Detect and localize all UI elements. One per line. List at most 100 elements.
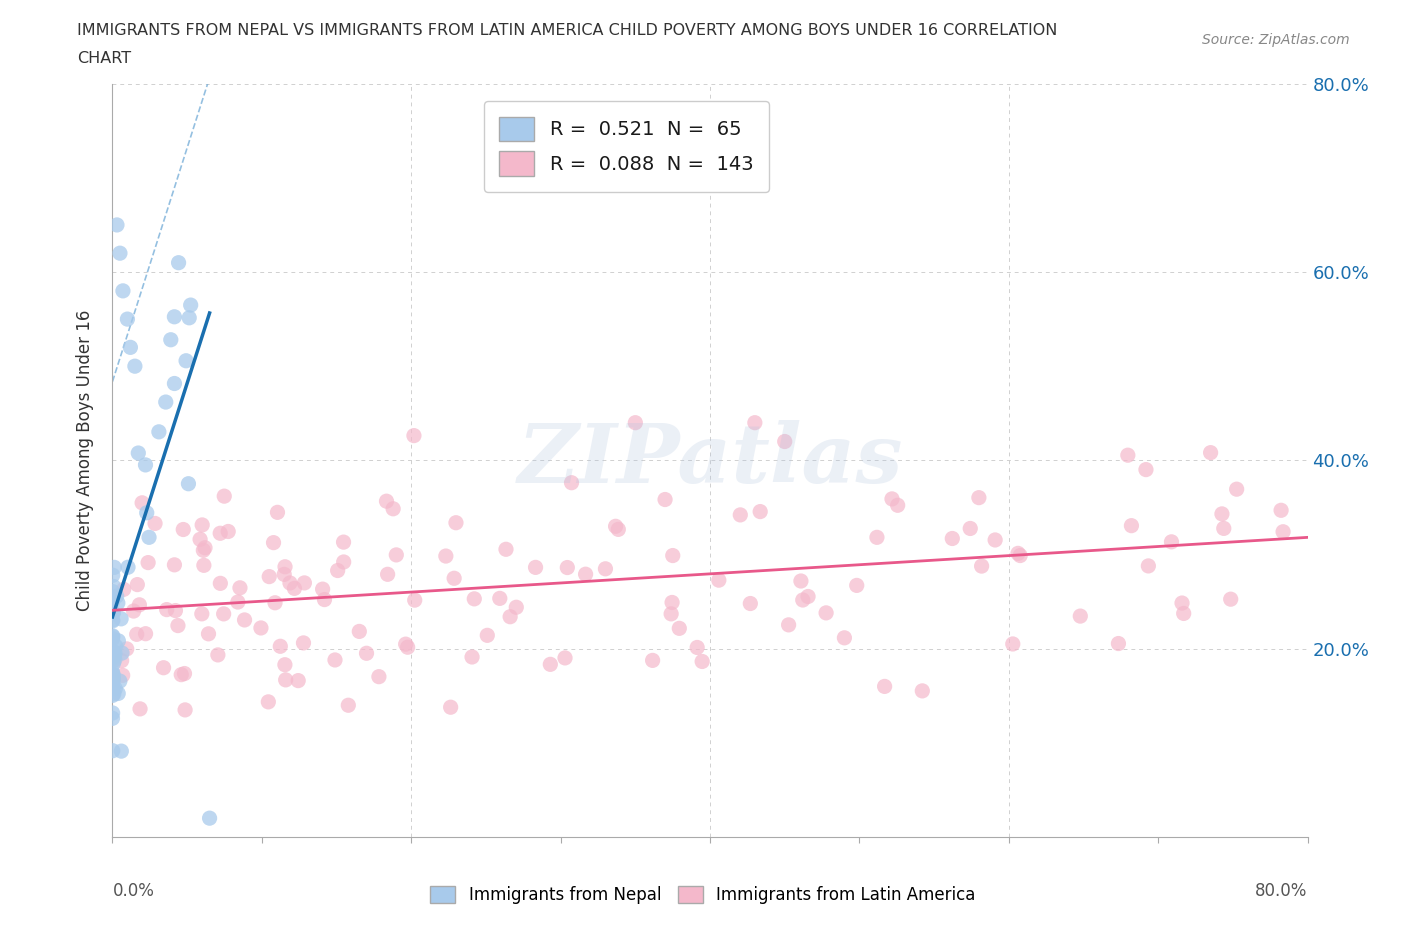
Point	[135, 505, 157, 520]
Point	[167, 618, 190, 633]
Point	[198, 811, 221, 826]
Point	[661, 595, 683, 610]
Legend: Immigrants from Nepal, Immigrants from Latin America: Immigrants from Nepal, Immigrants from L…	[422, 878, 984, 912]
Point	[264, 595, 287, 610]
Point	[396, 640, 419, 655]
Point	[125, 627, 148, 642]
Point	[217, 524, 239, 538]
Point	[1121, 518, 1143, 533]
Point	[866, 530, 889, 545]
Point	[103, 668, 125, 683]
Point	[970, 559, 993, 574]
Point	[111, 653, 134, 668]
Point	[148, 424, 170, 439]
Point	[377, 567, 399, 582]
Point	[686, 640, 709, 655]
Point	[607, 522, 630, 537]
Point	[136, 555, 159, 570]
Point	[101, 592, 124, 607]
Point	[101, 631, 124, 646]
Point	[402, 428, 425, 443]
Y-axis label: Child Poverty Among Boys Under 16: Child Poverty Among Boys Under 16	[76, 310, 94, 611]
Point	[179, 311, 201, 325]
Point	[250, 620, 273, 635]
Point	[505, 600, 527, 615]
Point	[101, 649, 124, 664]
Point	[107, 633, 129, 648]
Text: Source: ZipAtlas.com: Source: ZipAtlas.com	[1202, 33, 1350, 46]
Point	[135, 626, 157, 641]
Point	[690, 654, 713, 669]
Point	[1211, 507, 1233, 522]
Point	[110, 611, 132, 626]
Point	[107, 595, 129, 610]
Point	[880, 491, 903, 506]
Point	[104, 652, 127, 667]
Point	[105, 589, 128, 604]
Point	[1226, 482, 1249, 497]
Point	[641, 653, 664, 668]
Point	[209, 576, 232, 591]
Point	[395, 637, 418, 652]
Point	[152, 660, 174, 675]
Point	[274, 672, 297, 687]
Point	[1116, 447, 1139, 462]
Point	[984, 533, 1007, 548]
Point	[101, 711, 124, 725]
Point	[101, 706, 124, 721]
Text: 80.0%: 80.0%	[1256, 883, 1308, 900]
Point	[124, 359, 146, 374]
Point	[159, 332, 181, 347]
Point	[1270, 503, 1292, 518]
Point	[834, 631, 856, 645]
Point	[143, 516, 166, 531]
Point	[127, 445, 149, 460]
Text: CHART: CHART	[77, 51, 131, 66]
Point	[287, 673, 309, 688]
Point	[463, 591, 485, 606]
Point	[292, 635, 315, 650]
Point	[226, 594, 249, 609]
Point	[103, 646, 125, 661]
Point	[740, 596, 762, 611]
Point	[173, 666, 195, 681]
Point	[233, 613, 256, 628]
Point	[191, 606, 214, 621]
Point	[170, 667, 193, 682]
Point	[263, 535, 285, 550]
Point	[314, 592, 336, 607]
Point	[101, 649, 124, 664]
Point	[101, 584, 124, 599]
Point	[356, 645, 378, 660]
Point	[101, 675, 124, 690]
Point	[165, 604, 187, 618]
Point	[654, 492, 676, 507]
Point	[1173, 606, 1195, 621]
Point	[1069, 608, 1091, 623]
Point	[229, 580, 252, 595]
Point	[212, 606, 235, 621]
Point	[104, 639, 127, 654]
Point	[792, 592, 814, 607]
Point	[101, 688, 124, 703]
Point	[1137, 559, 1160, 574]
Point	[326, 563, 349, 578]
Point	[112, 582, 135, 597]
Point	[1007, 546, 1029, 561]
Point	[177, 476, 200, 491]
Point	[111, 645, 134, 660]
Point	[499, 609, 522, 624]
Point	[103, 656, 125, 671]
Point	[1107, 636, 1129, 651]
Point	[155, 394, 177, 409]
Point	[1199, 445, 1222, 460]
Point	[163, 310, 186, 325]
Point	[382, 501, 405, 516]
Point	[101, 568, 124, 583]
Point	[538, 657, 561, 671]
Point	[911, 684, 934, 698]
Point	[269, 639, 291, 654]
Point	[332, 554, 354, 569]
Point	[886, 498, 908, 512]
Point	[120, 340, 142, 355]
